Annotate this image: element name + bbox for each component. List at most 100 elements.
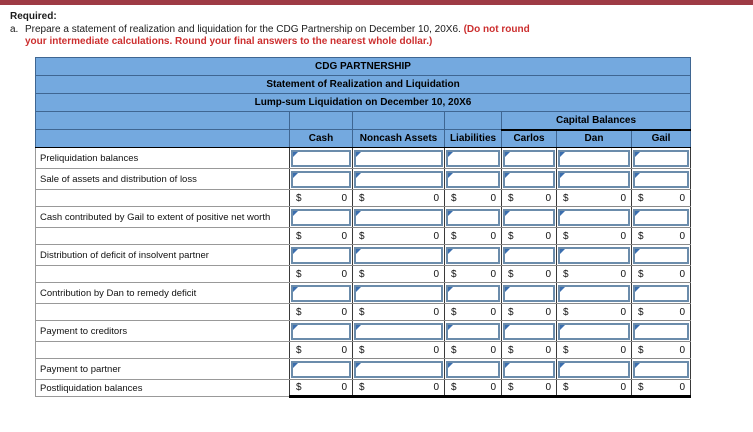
answer-cell: [501, 320, 557, 342]
answer-input[interactable]: [354, 170, 443, 188]
answer-input[interactable]: [446, 149, 500, 167]
currency-symbol: $: [563, 268, 569, 280]
answer-input[interactable]: [633, 284, 690, 302]
statement-table: CDG PARTNERSHIP Statement of Realization…: [34, 57, 692, 398]
answer-input[interactable]: [558, 208, 630, 226]
answer-input[interactable]: [503, 208, 555, 226]
answer-input[interactable]: [633, 149, 690, 167]
cell-flag-icon: [635, 362, 640, 368]
subtotal-cell: $ 0: [444, 341, 502, 359]
table-row: Payment to creditors: [35, 320, 692, 342]
cell-flag-icon: [635, 151, 640, 157]
subtotal-value: 0: [545, 382, 551, 393]
answer-cell: [289, 358, 353, 380]
cell-flag-icon: [356, 362, 361, 368]
answer-input[interactable]: [354, 149, 443, 167]
answer-input[interactable]: [291, 284, 351, 302]
answer-cell: [289, 206, 353, 228]
answer-cell: [501, 358, 557, 380]
answer-input[interactable]: [446, 322, 500, 340]
cell-flag-icon: [505, 362, 510, 368]
answer-input[interactable]: [633, 360, 690, 378]
subtotal-cell: $ 0: [289, 341, 353, 359]
answer-input[interactable]: [291, 208, 351, 226]
answer-input[interactable]: [446, 284, 500, 302]
answer-input[interactable]: [354, 284, 443, 302]
column-header-row: Cash Noncash Assets Liabilities Carlos D…: [35, 129, 692, 148]
answer-input[interactable]: [354, 322, 443, 340]
answer-input[interactable]: [558, 284, 630, 302]
answer-cell: [289, 320, 353, 342]
answer-cell: [352, 320, 445, 342]
answer-input[interactable]: [354, 246, 443, 264]
cell-flag-icon: [356, 248, 361, 254]
row-label: Preliquidation balances: [35, 147, 290, 169]
cell-flag-icon: [293, 210, 298, 216]
answer-input[interactable]: [633, 322, 690, 340]
answer-input[interactable]: [558, 322, 630, 340]
column-header-cash: Cash: [289, 129, 353, 148]
answer-input[interactable]: [558, 360, 630, 378]
answer-input[interactable]: [558, 149, 630, 167]
cell-flag-icon: [635, 210, 640, 216]
row-label: Sale of assets and distribution of loss: [35, 168, 290, 190]
column-header-liabilities: Liabilities: [444, 129, 502, 148]
answer-input[interactable]: [291, 360, 351, 378]
answer-input[interactable]: [354, 360, 443, 378]
answer-input[interactable]: [503, 149, 555, 167]
answer-input[interactable]: [633, 208, 690, 226]
answer-cell: [352, 244, 445, 266]
answer-input[interactable]: [354, 208, 443, 226]
statement-table-container: CDG PARTNERSHIP Statement of Realization…: [34, 57, 692, 398]
answer-cell: [444, 147, 502, 169]
currency-symbol: $: [451, 306, 457, 318]
subtotal-value: 0: [341, 268, 347, 280]
subtotal-value: 0: [433, 382, 439, 393]
answer-input[interactable]: [446, 246, 500, 264]
answer-input[interactable]: [503, 284, 555, 302]
currency-symbol: $: [508, 306, 514, 318]
currency-symbol: $: [296, 192, 302, 204]
answer-input[interactable]: [291, 322, 351, 340]
subtotal-cell: $ 0: [352, 341, 445, 359]
answer-input[interactable]: [633, 170, 690, 188]
currency-symbol: $: [638, 382, 644, 393]
answer-input[interactable]: [503, 246, 555, 264]
subtotal-cell: $ 0: [556, 265, 632, 283]
subtotal-value: 0: [620, 344, 626, 356]
answer-input[interactable]: [558, 246, 630, 264]
row-label: [35, 227, 290, 245]
answer-input[interactable]: [291, 170, 351, 188]
answer-input[interactable]: [446, 360, 500, 378]
answer-input[interactable]: [291, 246, 351, 264]
currency-symbol: $: [451, 230, 457, 242]
currency-symbol: $: [359, 382, 365, 393]
spacer-cell: [35, 111, 290, 130]
subtotal-cell: $ 0: [289, 227, 353, 245]
subtotal-cell: $ 0: [501, 227, 557, 245]
cell-flag-icon: [448, 324, 453, 330]
cell-flag-icon: [293, 248, 298, 254]
cell-flag-icon: [356, 172, 361, 178]
answer-input[interactable]: [558, 170, 630, 188]
answer-cell: [630, 168, 692, 190]
cell-flag-icon: [560, 324, 565, 330]
subtotal-value: 0: [490, 192, 496, 204]
currency-symbol: $: [563, 382, 569, 393]
answer-input[interactable]: [446, 170, 500, 188]
currency-symbol: $: [563, 306, 569, 318]
spacer-cell: [289, 111, 353, 130]
answer-input[interactable]: [503, 360, 555, 378]
answer-input[interactable]: [503, 322, 555, 340]
table-title-row: Statement of Realization and Liquidation: [34, 75, 692, 94]
answer-input[interactable]: [633, 246, 690, 264]
answer-input[interactable]: [291, 149, 351, 167]
answer-input[interactable]: [446, 208, 500, 226]
subtotal-cell: $ 0: [630, 303, 692, 321]
subtotal-value: 0: [341, 192, 347, 204]
subtotal-cell: $ 0: [352, 189, 445, 207]
currency-symbol: $: [638, 192, 644, 204]
answer-input[interactable]: [503, 170, 555, 188]
cell-flag-icon: [505, 248, 510, 254]
subtotal-cell: $ 0: [630, 265, 692, 283]
